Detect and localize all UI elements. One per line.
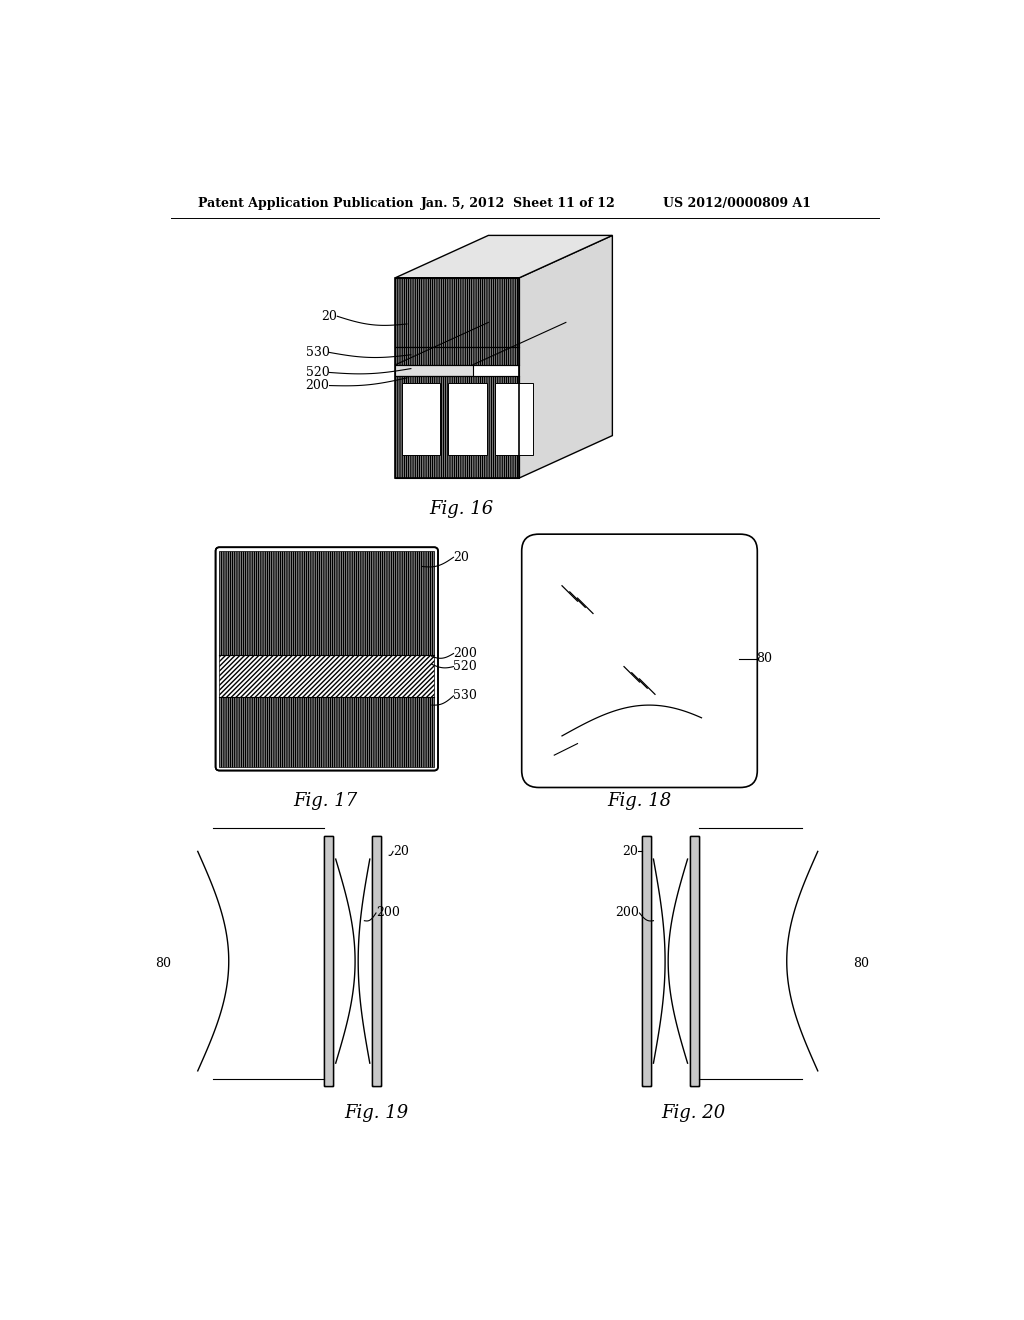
Bar [373,837,381,1085]
Text: 530: 530 [305,346,330,359]
Bar [372,836,381,1086]
Text: Fig. 17: Fig. 17 [294,792,357,810]
Text: 200: 200 [615,907,640,920]
Bar [690,836,699,1086]
Text: 200: 200 [305,379,330,392]
Text: 20: 20 [322,310,337,323]
Bar [372,836,381,1086]
Text: 520: 520 [306,366,330,379]
Bar [449,383,486,455]
Text: Fig. 18: Fig. 18 [607,792,672,810]
Polygon shape [519,235,612,478]
FancyBboxPatch shape [521,535,758,788]
Text: 520: 520 [454,660,477,673]
Polygon shape [395,277,519,347]
Text: 20: 20 [454,550,469,564]
Bar [642,836,651,1086]
Text: US 2012/0000809 A1: US 2012/0000809 A1 [663,197,811,210]
Text: Jan. 5, 2012  Sheet 11 of 12: Jan. 5, 2012 Sheet 11 of 12 [421,197,615,210]
Bar [642,836,651,1086]
Text: 80: 80 [853,957,868,970]
Polygon shape [219,655,434,697]
Polygon shape [395,376,519,478]
Text: 80: 80 [756,652,772,665]
Bar [325,837,333,1085]
Bar [324,836,334,1086]
Bar [690,837,698,1085]
FancyBboxPatch shape [216,548,438,771]
Polygon shape [395,364,473,376]
Polygon shape [395,347,519,364]
Bar [401,383,440,455]
Text: 20: 20 [622,845,638,858]
Text: 20: 20 [393,845,409,858]
Text: 80: 80 [155,957,171,970]
Text: 530: 530 [454,689,477,702]
Text: Fig. 16: Fig. 16 [429,500,494,517]
Polygon shape [395,235,612,277]
Bar [690,836,699,1086]
Text: Fig. 20: Fig. 20 [662,1105,726,1122]
Text: Patent Application Publication: Patent Application Publication [198,197,414,210]
Text: 200: 200 [454,647,477,660]
Bar [643,837,650,1085]
Bar [495,383,534,455]
Text: Fig. 19: Fig. 19 [344,1105,409,1122]
Text: 200: 200 [376,907,400,920]
Polygon shape [219,552,434,655]
Polygon shape [219,697,434,767]
Bar [324,836,334,1086]
